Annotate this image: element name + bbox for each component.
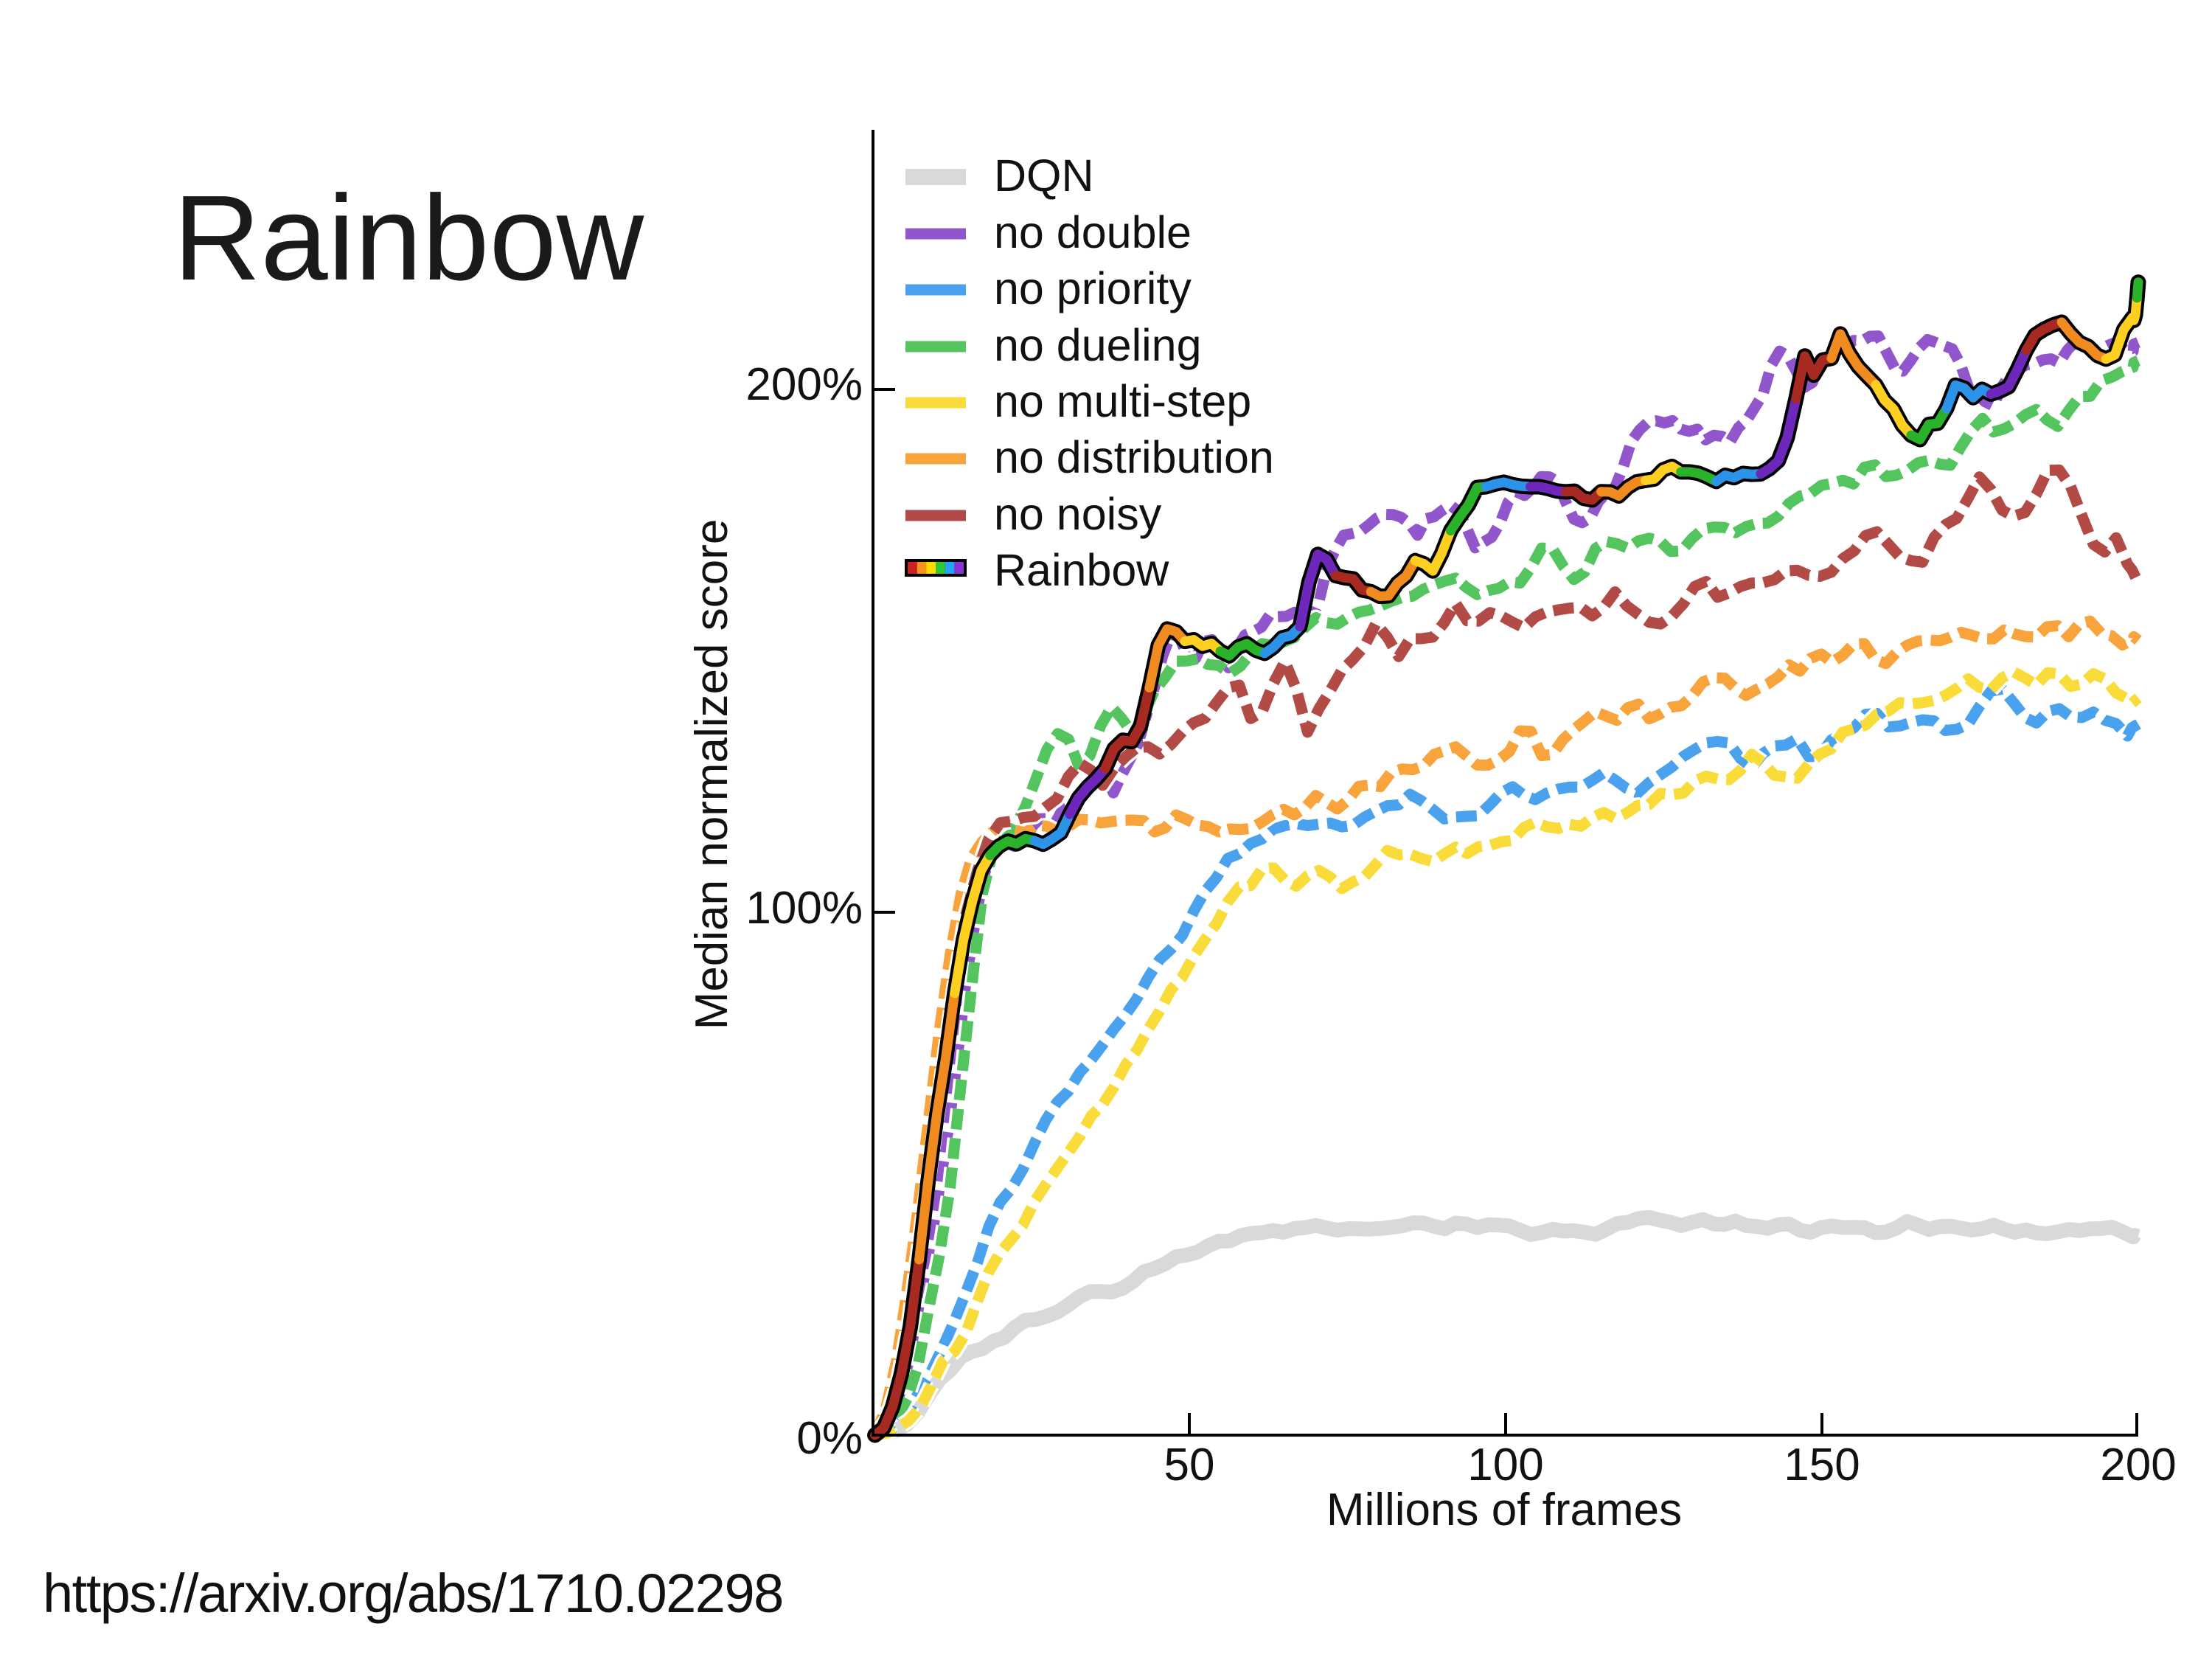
svg-text:no double: no double — [994, 207, 1192, 257]
svg-text:no priority: no priority — [994, 263, 1192, 313]
svg-text:no dueling: no dueling — [994, 320, 1202, 370]
svg-text:200%: 200% — [745, 359, 863, 410]
svg-text:50: 50 — [1164, 1440, 1215, 1490]
svg-text:200: 200 — [2100, 1440, 2176, 1490]
svg-text:DQN: DQN — [994, 150, 1094, 201]
svg-text:100%: 100% — [745, 883, 863, 934]
svg-text:no distribution: no distribution — [994, 432, 1274, 482]
svg-text:Rainbow: Rainbow — [994, 545, 1169, 595]
svg-text:no noisy: no noisy — [994, 489, 1162, 539]
svg-text:Median normalized score: Median normalized score — [686, 519, 737, 1030]
svg-text:no multi-step: no multi-step — [994, 376, 1251, 426]
svg-text:100: 100 — [1467, 1440, 1543, 1490]
svg-text:Millions of frames: Millions of frames — [1326, 1485, 1682, 1535]
svg-text:0%: 0% — [796, 1413, 863, 1464]
svg-text:150: 150 — [1784, 1440, 1860, 1490]
